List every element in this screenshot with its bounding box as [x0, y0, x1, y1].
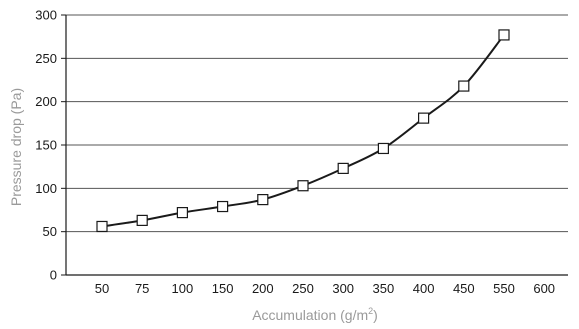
axes [61, 14, 568, 276]
data-point-100 [176, 207, 188, 219]
gridlines [66, 14, 568, 233]
x-tick-label: 350 [373, 281, 395, 296]
x-tick-label: 550 [493, 281, 515, 296]
x-tick-label: 450 [453, 281, 475, 296]
x-tick-label: 50 [95, 281, 109, 296]
data-point-400 [418, 112, 430, 124]
x-axis-title-superscript: 2 [368, 306, 373, 316]
data-point-50 [96, 220, 108, 233]
x-tick-label: 75 [135, 281, 149, 296]
y-tick-labels: 0 50 100 150 200 250 300 [35, 8, 57, 283]
x-tick-label: 150 [212, 281, 234, 296]
data-point-300 [337, 162, 349, 174]
y-tick-label: 100 [35, 181, 57, 196]
x-tick-label: 200 [252, 281, 274, 296]
x-axis-title-text: Accumulation (g/m [252, 307, 368, 323]
data-point-250 [297, 180, 309, 192]
data-point-75 [136, 214, 148, 226]
data-point-150 [217, 200, 229, 213]
y-tick-label: 200 [35, 94, 57, 109]
series-line-0 [101, 34, 505, 228]
y-tick-label: 0 [50, 268, 57, 283]
x-tick-label: 250 [292, 281, 314, 296]
data-point-350 [377, 142, 389, 155]
y-tick-label: 250 [35, 51, 57, 66]
x-axis-title-close: ) [373, 307, 378, 323]
y-axis-title: Pressure drop (Pa) [8, 88, 24, 206]
y-tick-label: 300 [35, 8, 57, 23]
y-tick-label: 150 [35, 138, 57, 153]
x-tick-label: 300 [332, 281, 354, 296]
y-tick-label: 50 [43, 224, 57, 239]
data-point-450 [458, 80, 470, 92]
x-tick-label: 400 [413, 281, 435, 296]
data-point-200 [257, 194, 269, 206]
series [96, 29, 510, 233]
data-point-550 [498, 29, 510, 41]
x-tick-label: 100 [172, 281, 194, 296]
x-tick-labels: 50 75 100 150 200 250 300 350 400 450 550 600 [95, 281, 555, 296]
x-axis-title: Accumulation (g/m2) [252, 306, 378, 323]
x-tick-label: 600 [533, 281, 555, 296]
